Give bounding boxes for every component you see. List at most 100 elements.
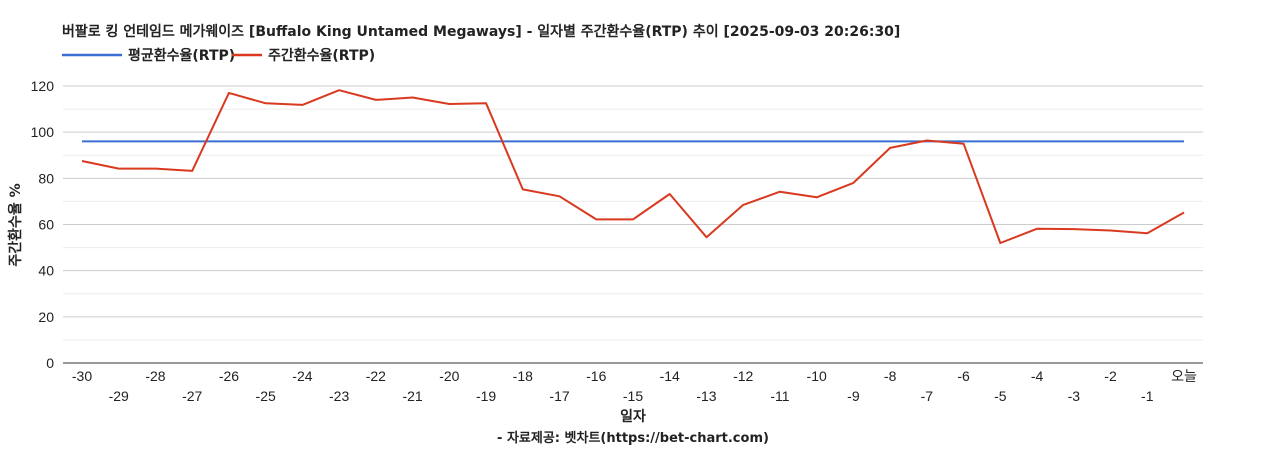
x-tick-label: -24	[292, 368, 312, 384]
x-tick-label: -29	[109, 388, 129, 404]
average-rtp-point	[154, 140, 156, 142]
legend-item-weekly[interactable]: 주간환수율(RTP)	[232, 47, 375, 64]
weekly-rtp-point	[559, 195, 561, 197]
average-rtp-point	[81, 140, 83, 142]
weekly-rtp-point	[375, 99, 377, 101]
x-tick-label: -6	[957, 368, 970, 384]
weekly-rtp-point	[705, 236, 707, 238]
average-rtp-point	[118, 140, 120, 142]
x-tick-label: -17	[549, 388, 569, 404]
average-rtp-point	[265, 140, 267, 142]
chart-title: 버팔로 킹 언테임드 메가웨이즈 [Buffalo King Untamed M…	[62, 23, 900, 40]
average-rtp-point	[191, 140, 193, 142]
weekly-rtp-point	[1110, 230, 1112, 232]
average-rtp-point	[228, 140, 230, 142]
average-rtp-point	[963, 140, 965, 142]
x-tick-label: -5	[994, 388, 1007, 404]
weekly-rtp-point	[595, 218, 597, 220]
weekly-rtp-point	[265, 102, 267, 104]
average-rtp-point	[1146, 140, 1148, 142]
average-rtp-point	[485, 140, 487, 142]
y-tick-label: 80	[38, 170, 54, 186]
x-tick-label: -20	[439, 368, 459, 384]
weekly-rtp-point	[632, 218, 634, 220]
x-tick-label: -14	[660, 368, 680, 384]
weekly-rtp-point	[522, 188, 524, 190]
weekly-rtp-point	[779, 191, 781, 193]
weekly-rtp-point	[1073, 228, 1075, 230]
average-rtp-point	[1073, 140, 1075, 142]
average-rtp-point	[705, 140, 707, 142]
weekly-rtp-point	[154, 168, 156, 170]
x-tick-label: -13	[696, 388, 716, 404]
y-axis-ticks: 0 20 40 60 80 100 120	[31, 78, 55, 371]
x-tick-label: -21	[402, 388, 422, 404]
weekly-rtp-point	[412, 97, 414, 99]
average-rtp-point	[1183, 140, 1185, 142]
weekly-rtp-point	[926, 139, 928, 141]
weekly-rtp-point	[852, 182, 854, 184]
x-tick-label: -2	[1104, 368, 1117, 384]
x-tick-label: -11	[770, 388, 789, 404]
weekly-rtp-point	[485, 102, 487, 104]
x-tick-label: -10	[807, 368, 827, 384]
legend-item-average[interactable]: 평균환수율(RTP)	[62, 47, 235, 64]
x-tick-label: -7	[921, 388, 934, 404]
average-rtp-point	[522, 140, 524, 142]
x-tick-label: -16	[586, 368, 606, 384]
x-tick-label: -22	[366, 368, 386, 384]
weekly-rtp-point	[228, 92, 230, 94]
weekly-rtp-point	[999, 242, 1001, 244]
average-rtp-point	[1110, 140, 1112, 142]
average-rtp-point	[448, 140, 450, 142]
legend-label-average: 평균환수율(RTP)	[128, 47, 235, 64]
average-rtp-point	[632, 140, 634, 142]
average-rtp-point	[1036, 140, 1038, 142]
x-tick-label: 오늘	[1171, 368, 1197, 384]
x-tick-label: -28	[145, 368, 165, 384]
x-tick-label: -27	[182, 388, 202, 404]
weekly-rtp-point	[963, 143, 965, 145]
series-lines	[81, 89, 1185, 244]
weekly-rtp-point	[81, 160, 83, 162]
weekly-rtp-point	[889, 147, 891, 149]
average-rtp-point	[816, 140, 818, 142]
x-tick-label: -23	[329, 388, 349, 404]
average-rtp-point	[742, 140, 744, 142]
x-axis-ticks: -30-29-28-27-26-25-24-23-22-21-20-19-18-…	[72, 368, 1197, 404]
weekly-rtp-point	[338, 89, 340, 91]
average-rtp-point	[999, 140, 1001, 142]
y-tick-label: 40	[38, 263, 54, 279]
x-tick-label: -26	[219, 368, 239, 384]
weekly-rtp-point	[816, 196, 818, 198]
x-tick-label: -15	[623, 388, 643, 404]
weekly-rtp-point	[1036, 228, 1038, 230]
average-rtp-point	[852, 140, 854, 142]
x-tick-label: -19	[476, 388, 496, 404]
average-rtp-point	[669, 140, 671, 142]
average-rtp-point	[338, 140, 340, 142]
y-tick-label: 20	[38, 309, 54, 325]
weekly-rtp-point	[191, 170, 193, 172]
average-rtp-point	[559, 140, 561, 142]
x-tick-label: -12	[733, 368, 753, 384]
average-rtp-point	[301, 140, 303, 142]
x-tick-label: -9	[847, 388, 860, 404]
x-axis-title: 일자	[620, 409, 646, 425]
average-rtp-point	[595, 140, 597, 142]
x-tick-label: -18	[513, 368, 533, 384]
y-tick-label: 60	[38, 217, 54, 233]
average-rtp-point	[889, 140, 891, 142]
y-tick-label: 0	[46, 355, 54, 371]
average-rtp-point	[779, 140, 781, 142]
y-tick-label: 100	[31, 124, 55, 140]
weekly-rtp-point	[1183, 211, 1185, 213]
legend[interactable]: 평균환수율(RTP) 주간환수율(RTP)	[62, 47, 375, 64]
x-tick-label: -4	[1031, 368, 1044, 384]
x-tick-label: -8	[884, 368, 897, 384]
data-source-footer: - 자료제공: 벳차트(https://bet-chart.com)	[497, 430, 769, 446]
weekly-rtp-point	[669, 193, 671, 195]
average-rtp-point	[412, 140, 414, 142]
y-axis-title: 주간환수율 %	[7, 183, 24, 266]
